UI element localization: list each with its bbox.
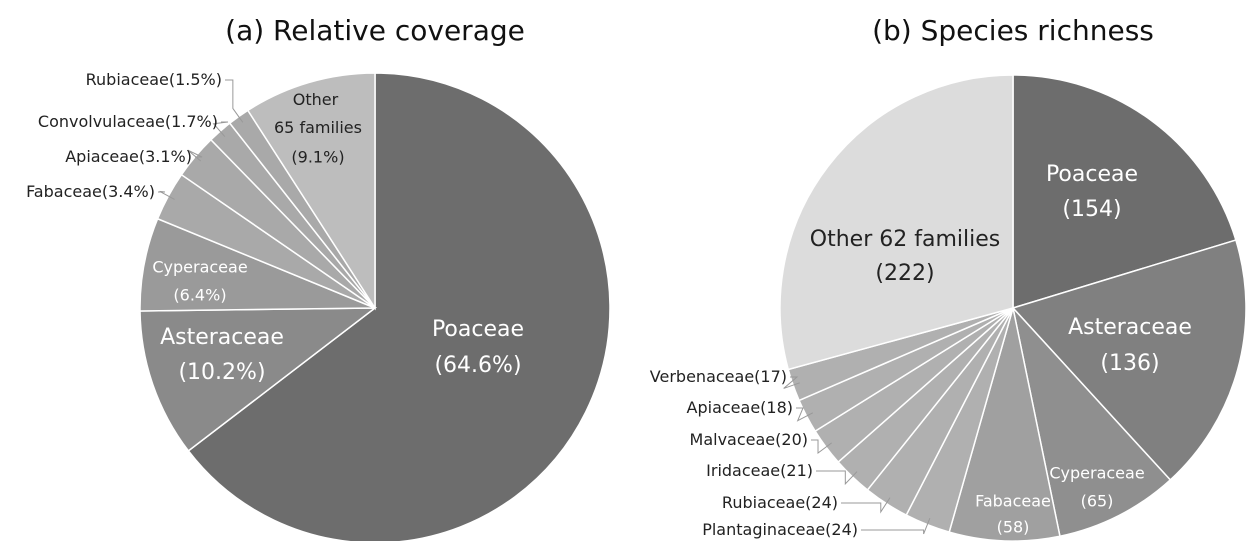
- slice-label: Fabaceae: [975, 492, 1051, 511]
- slice-label: Rubiaceae(1.5%): [86, 70, 222, 89]
- chart-title: (b) Species richness: [872, 14, 1154, 47]
- leader-line: [816, 470, 858, 486]
- slice-category: Apiaceae: [687, 398, 761, 417]
- slice-category: Iridaceae: [706, 461, 780, 480]
- slice-value-label: (10.2%): [178, 360, 265, 385]
- slice-value-label: (24): [805, 493, 838, 512]
- slice-value-label: (136): [1100, 351, 1159, 376]
- leader-line: [225, 79, 244, 123]
- slice-value-label: (18): [760, 398, 793, 417]
- slice-value-label: (58): [997, 518, 1030, 537]
- slice-category: Malvaceae: [690, 430, 776, 449]
- slice-value-label: (20): [775, 430, 808, 449]
- slice-category: Verbenaceae: [650, 367, 754, 386]
- slice-label: Poaceae: [1046, 162, 1138, 187]
- slice-label: Asteraceae: [160, 325, 284, 350]
- slice-label: Cyperaceae: [1049, 464, 1144, 483]
- slice-value-label: (3.1%): [139, 147, 192, 166]
- pie-slice: [1011, 305, 1172, 538]
- slice-category: Fabaceae: [26, 182, 102, 201]
- pie-slice: [139, 307, 378, 452]
- pie-slice: [1011, 239, 1247, 481]
- slice-value-label: (154): [1062, 197, 1121, 222]
- slice-value-label: (6.4%): [173, 286, 226, 305]
- leader-line: [212, 121, 229, 137]
- slice-category: Rubiaceae: [722, 493, 805, 512]
- slice-label: Malvaceae(20): [690, 430, 808, 449]
- leader-line: [796, 407, 813, 422]
- pie-slice: [1012, 74, 1237, 310]
- pie-slice: [187, 72, 611, 541]
- leader-line: [861, 517, 931, 535]
- pie-slice: [246, 72, 376, 311]
- slice-label: Apiaceae(18): [687, 398, 793, 417]
- slice-category: Convolvulaceae: [38, 112, 165, 131]
- chart-title: (a) Relative coverage: [225, 14, 525, 47]
- slice-value-label: (21): [780, 461, 813, 480]
- slice-value-label: (24): [825, 520, 858, 539]
- leader-line: [187, 149, 203, 162]
- slice-value-label: (1.7%): [165, 112, 218, 131]
- slice-label: Other 65 families: [274, 90, 362, 137]
- pie-slice: [779, 74, 1014, 371]
- slice-label: Plantaginaceae(24): [702, 520, 858, 539]
- slice-category: Rubiaceae: [86, 70, 169, 89]
- slice-label: Convolvulaceae(1.7%): [38, 112, 218, 131]
- slice-label: Apiaceae(3.1%): [65, 147, 192, 166]
- slice-label: Verbenaceae(17): [650, 367, 787, 386]
- slice-label: Fabaceae(3.4%): [26, 182, 155, 201]
- slice-value-label: (9.1%): [291, 148, 344, 167]
- slice-value-label: (65): [1081, 492, 1114, 511]
- slice-value-label: (17): [754, 367, 787, 386]
- slice-value-label: (3.4%): [102, 182, 155, 201]
- slice-value-label: (64.6%): [434, 353, 521, 378]
- leader-line: [158, 190, 175, 200]
- slice-category: Apiaceae: [65, 147, 139, 166]
- slice-label: Cyperaceae: [152, 258, 247, 277]
- slice-label: Iridaceae(21): [706, 461, 813, 480]
- slice-value-label: (1.5%): [169, 70, 222, 89]
- slice-label: Other 62 families: [810, 227, 1000, 252]
- slice-value-label: (222): [875, 261, 934, 286]
- slice-category: Plantaginaceae: [702, 520, 825, 539]
- slice-label: Rubiaceae(24): [722, 493, 838, 512]
- leader-line: [783, 376, 800, 389]
- leader-line: [841, 497, 891, 514]
- slice-label: Asteraceae: [1068, 315, 1192, 340]
- leader-line: [811, 439, 832, 455]
- slice-label: Poaceae: [432, 317, 524, 342]
